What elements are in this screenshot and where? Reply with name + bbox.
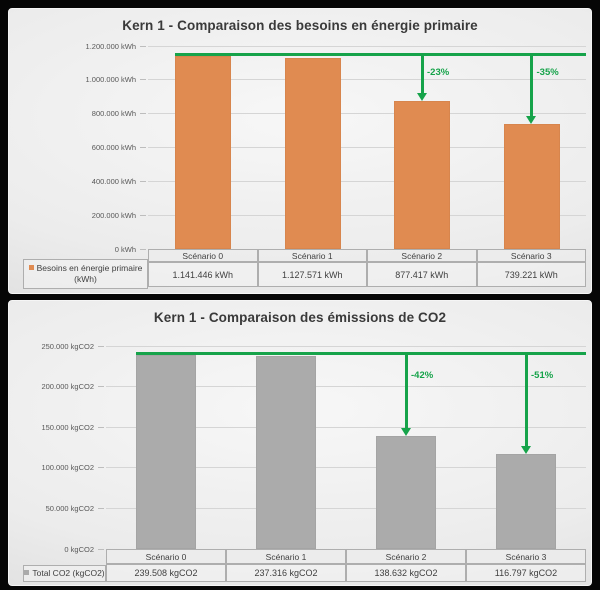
table-value-cell: 877.417 kWh — [367, 262, 477, 287]
legend-line: Total CO2 (kgCO2) — [24, 568, 105, 579]
legend-line: Besoins en énergie primaire — [28, 263, 142, 274]
y-axis-tick-label: 150.000 kgCO2 — [41, 422, 94, 432]
annotation-arrow-stem — [404, 354, 408, 430]
bar-scénario-0 — [136, 354, 196, 549]
axis-tick — [98, 548, 104, 550]
annotation-arrow-head — [400, 428, 411, 437]
chart-panel-energy: Kern 1 - Comparaison des besoins en éner… — [8, 8, 592, 294]
bar-scénario-2 — [394, 100, 450, 249]
table-value-cell: 116.797 kgCO2 — [466, 564, 586, 582]
bar-scénario-1 — [284, 58, 341, 249]
gridline — [106, 386, 586, 388]
annotation-arrow-head — [520, 446, 531, 455]
annotation-label: -23% — [427, 66, 450, 78]
table-header-cell: Scénario 1 — [257, 249, 367, 262]
axis-tick — [98, 467, 104, 469]
axis-tick — [140, 248, 146, 250]
gridline — [148, 147, 586, 148]
axis-tick — [98, 426, 104, 428]
chart-title-co2: Kern 1 - Comparaison des émissions de CO… — [153, 310, 447, 325]
annotation-label: -42% — [411, 369, 434, 381]
gridline — [148, 45, 586, 47]
annotation-arrow-head — [526, 115, 536, 124]
gridline — [148, 113, 586, 115]
legend-box: Besoins en énergie primaire (kWh) — [23, 259, 148, 289]
table-value-cell: 237.316 kgCO2 — [226, 564, 346, 582]
y-axis-tick-label: 0 kWh — [114, 244, 136, 254]
y-axis-tick-label: 200.000 kWh — [91, 210, 136, 220]
annotation-label: -35% — [536, 66, 559, 78]
table-header-cell: Scénario 0 — [148, 249, 258, 262]
table-header-cell: Scénario 3 — [476, 249, 586, 262]
annotation-arrow-stem — [420, 55, 424, 94]
bar-scénario-1 — [256, 356, 316, 549]
table-value-cell: 739.221 kWh — [476, 262, 586, 287]
bar-scénario-0 — [175, 55, 231, 249]
chart-title-energy: Kern 1 - Comparaison des besoins en éner… — [122, 18, 478, 33]
reference-baseline — [136, 351, 586, 355]
axis-tick — [140, 214, 146, 216]
table-header-cell: Scénario 1 — [226, 549, 346, 564]
gridline — [148, 180, 586, 182]
annotation-arrow-head — [416, 92, 427, 101]
table-header-cell: Scénario 0 — [106, 549, 226, 564]
gridline — [148, 79, 586, 81]
gridline — [148, 214, 586, 216]
axis-tick — [140, 147, 146, 148]
annotation-arrow-stem — [524, 354, 528, 448]
axis-tick — [98, 507, 104, 509]
legend-line: (kWh) — [74, 274, 97, 284]
y-axis-tick-label: 0 kgCO2 — [64, 544, 94, 554]
legend-box: Total CO2 (kgCO2) — [23, 565, 106, 582]
legend-series-marker-icon — [24, 569, 30, 575]
axis-tick — [98, 386, 104, 388]
table-value-cell: 1.127.571 kWh — [257, 262, 367, 287]
table-header-cell: Scénario 3 — [466, 549, 586, 564]
y-axis-tick-label: 600.000 kWh — [91, 143, 136, 152]
y-axis-tick-label: 400.000 kWh — [91, 176, 136, 186]
legend-series-marker-icon — [28, 264, 34, 270]
y-axis-tick-label: 800.000 kWh — [91, 109, 136, 119]
annotation-label: -51% — [531, 369, 554, 381]
gridline — [106, 345, 586, 347]
table-value-cell: 138.632 kgCO2 — [346, 564, 466, 582]
y-axis-tick-label: 50.000 kgCO2 — [45, 503, 94, 513]
bar-scénario-2 — [376, 436, 436, 549]
chart-panel-co2: Kern 1 - Comparaison des émissions de CO… — [8, 300, 592, 586]
y-axis-tick-label: 1.200.000 kWh — [85, 41, 136, 51]
annotation-arrow-stem — [530, 55, 533, 117]
reference-baseline — [175, 52, 586, 56]
axis-tick — [140, 113, 146, 115]
table-value-cell: 1.141.446 kWh — [148, 262, 258, 287]
y-axis-tick-label: 1.000.000 kWh — [85, 75, 136, 85]
gridline — [106, 426, 586, 428]
axis-tick — [140, 79, 146, 81]
axis-tick — [98, 345, 104, 347]
axis-tick — [140, 45, 146, 47]
axis-tick — [140, 180, 146, 182]
y-axis-tick-label: 250.000 kgCO2 — [41, 341, 94, 351]
gridline — [106, 467, 586, 469]
bar-scénario-3 — [503, 123, 560, 249]
y-axis-tick-label: 200.000 kgCO2 — [41, 382, 94, 392]
table-header-cell: Scénario 2 — [346, 549, 466, 564]
table-header-cell: Scénario 2 — [367, 249, 477, 262]
table-value-cell: 239.508 kgCO2 — [106, 564, 226, 582]
y-axis-tick-label: 100.000 kgCO2 — [41, 463, 94, 473]
gridline — [106, 507, 586, 509]
bar-scénario-3 — [496, 454, 556, 549]
